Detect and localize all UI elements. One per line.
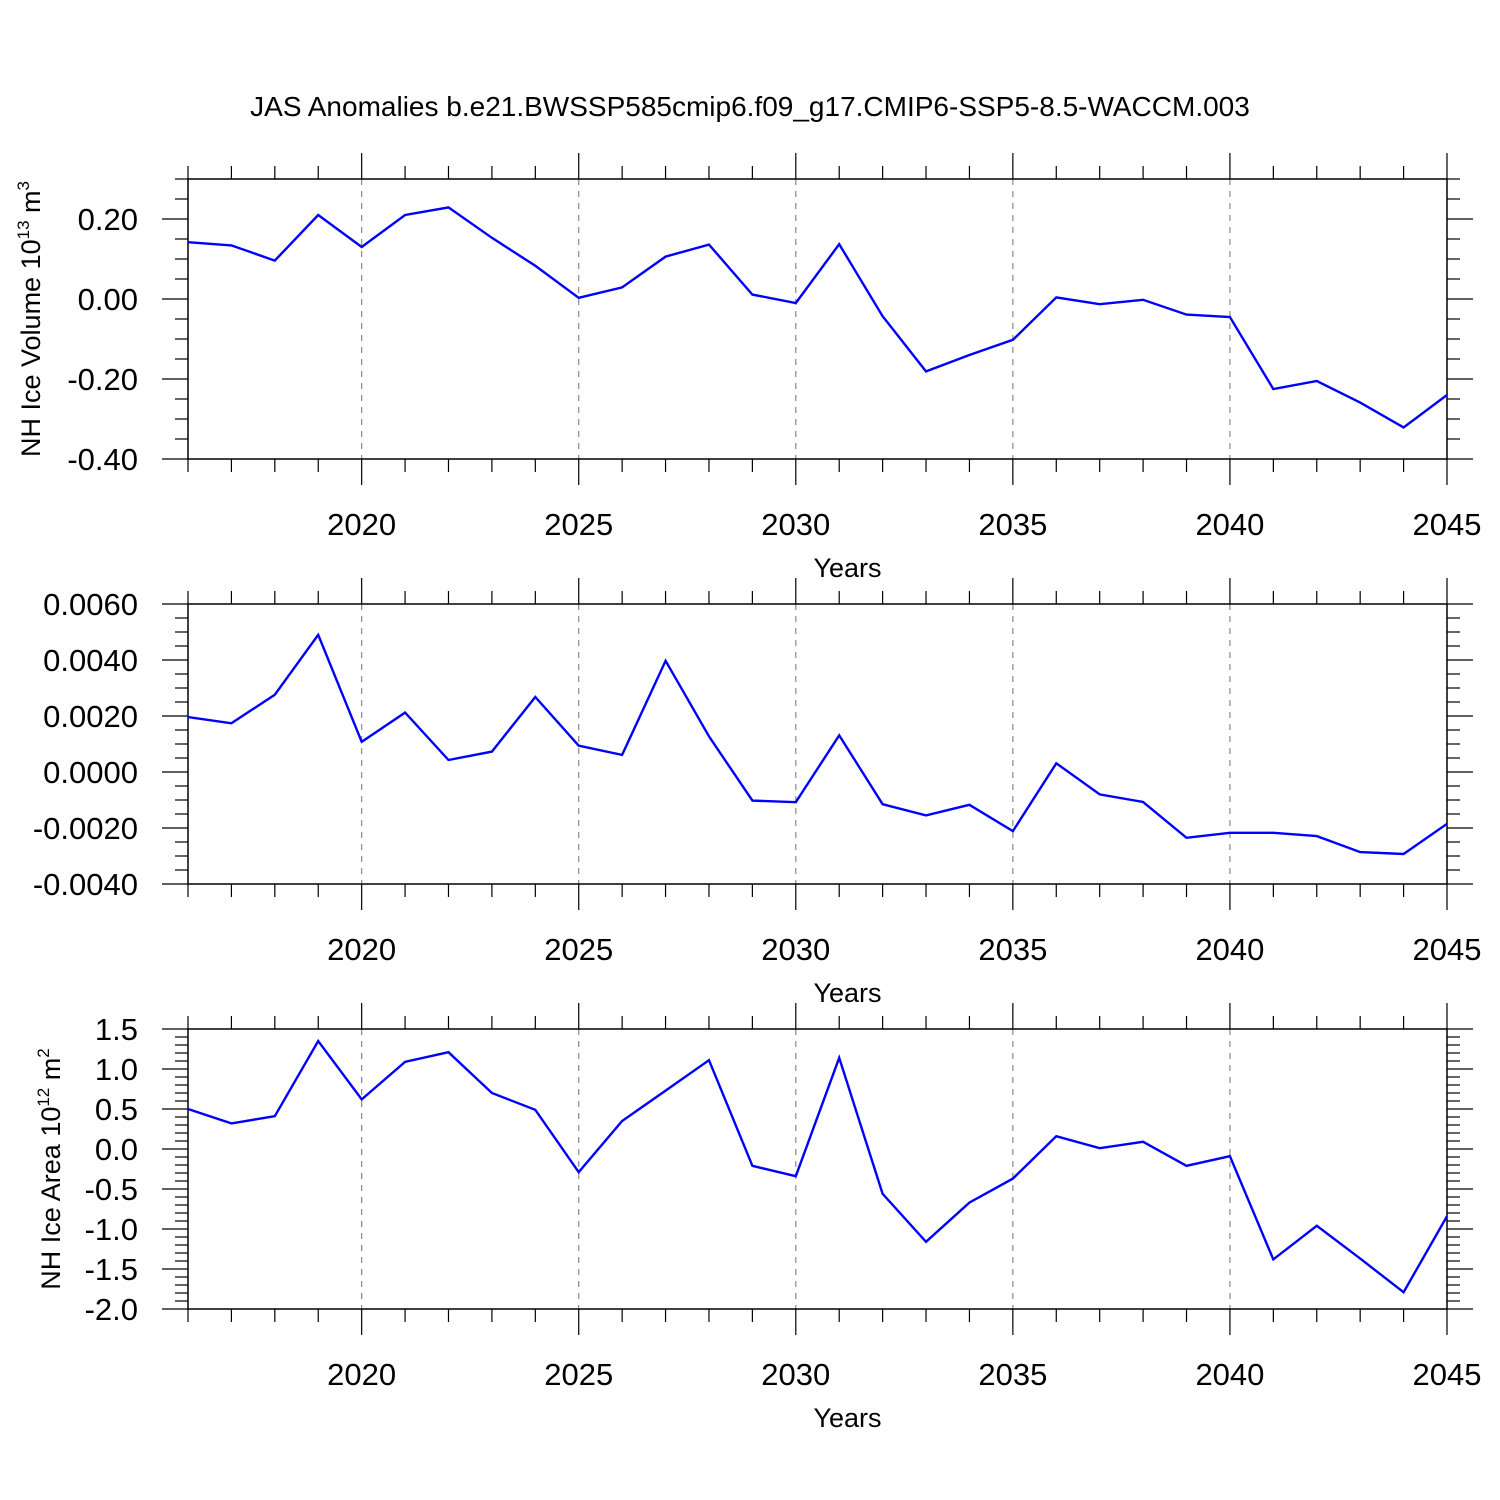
series-line	[188, 632, 1447, 856]
x-tick-label: 2040	[1195, 507, 1264, 542]
x-tick-label: 2035	[978, 932, 1047, 967]
y-tick-label: 0.0	[95, 1132, 138, 1167]
y-tick-label: -0.0040	[33, 867, 138, 902]
x-tick-label: 2030	[761, 507, 830, 542]
y-tick-label: -1.5	[85, 1252, 138, 1287]
x-tick-label: 2020	[327, 507, 396, 542]
y-label-main: NH Ice Area 10	[36, 1107, 66, 1290]
x-tick-label: 2045	[1413, 1357, 1482, 1392]
y-tick-label: 0.0060	[43, 587, 138, 622]
x-tick-label: 2045	[1413, 932, 1482, 967]
x-tick-label: 2040	[1195, 1357, 1264, 1392]
x-tick-label: 2025	[544, 1357, 613, 1392]
y-tick-label: 0.5	[95, 1092, 138, 1127]
y-tick-label: -0.20	[67, 362, 138, 397]
y-tick-label: 0.0020	[43, 699, 138, 734]
x-axis-label: Years	[813, 978, 881, 1008]
series-line	[188, 206, 1447, 429]
y-label-exp: 13	[14, 220, 33, 239]
x-tick-label: 2040	[1195, 932, 1264, 967]
x-tick-label: 2020	[327, 932, 396, 967]
y-tick-label: 1.0	[95, 1052, 138, 1087]
x-axis-label: Years	[813, 1403, 881, 1433]
y-tick-label: -1.0	[85, 1212, 138, 1247]
y-tick-label: -2.0	[85, 1292, 138, 1327]
x-axis-label: Years	[813, 553, 881, 583]
x-tick-label: 2035	[978, 1357, 1047, 1392]
y-tick-label: 0.20	[78, 202, 138, 237]
x-tick-label: 2030	[761, 1357, 830, 1392]
y-axis-label: NH Snow Volume 1013 m3	[0, 590, 2, 898]
x-tick-label: 2025	[544, 932, 613, 967]
y-label-unit: m	[0, 600, 2, 630]
y-label-main: NH Snow Volume 10	[0, 649, 2, 898]
y-tick-label: -0.0020	[33, 811, 138, 846]
series-line	[188, 1038, 1447, 1294]
y-label-unit-exp: 2	[34, 1048, 53, 1057]
x-tick-label: 2025	[544, 507, 613, 542]
x-tick-label: 2030	[761, 932, 830, 967]
panel-2: 2020 2025 2030 2035 2040 2045 Years 0.0060 0.004…	[0, 578, 1481, 1008]
plot-frame	[187, 1028, 1448, 1310]
x-tick-label: 2045	[1413, 507, 1482, 542]
panels: 2020 2025 2030 2035 2040 2045 Years 0.20 0.00 -0.…	[0, 153, 1481, 1433]
y-tick-label: 0.00	[78, 282, 138, 317]
y-tick-label: 0.0040	[43, 643, 138, 678]
y-tick-label: -0.5	[85, 1172, 138, 1207]
plot-frame	[187, 178, 1448, 460]
y-axis-label: NH Ice Area 1012 m2	[34, 1048, 66, 1289]
y-label-unit-exp: 3	[14, 181, 33, 190]
y-tick-label: -0.40	[67, 442, 138, 477]
panel-1: 2020 2025 2030 2035 2040 2045 Years 0.20 0.00 -0.…	[14, 153, 1481, 583]
x-tick-label: 2020	[327, 1357, 396, 1392]
y-tick-label: 1.5	[95, 1012, 138, 1047]
plot-frame	[187, 603, 1448, 885]
y-label-exp: 12	[34, 1088, 53, 1107]
y-label-unit: m	[36, 1058, 66, 1088]
chart-title: JAS Anomalies b.e21.BWSSP585cmip6.f09_g1…	[250, 91, 1250, 122]
y-axis-label: NH Ice Volume 1013 m3	[14, 181, 46, 457]
y-label-main: NH Ice Volume 10	[16, 239, 46, 457]
y-label-unit: m	[16, 190, 46, 220]
y-tick-label: 0.0000	[43, 755, 138, 790]
x-tick-label: 2035	[978, 507, 1047, 542]
panel-3: 2020 2025 2030 2035 2040 2045 Years 1.5 1.0 0.5 0.…	[34, 1003, 1481, 1433]
